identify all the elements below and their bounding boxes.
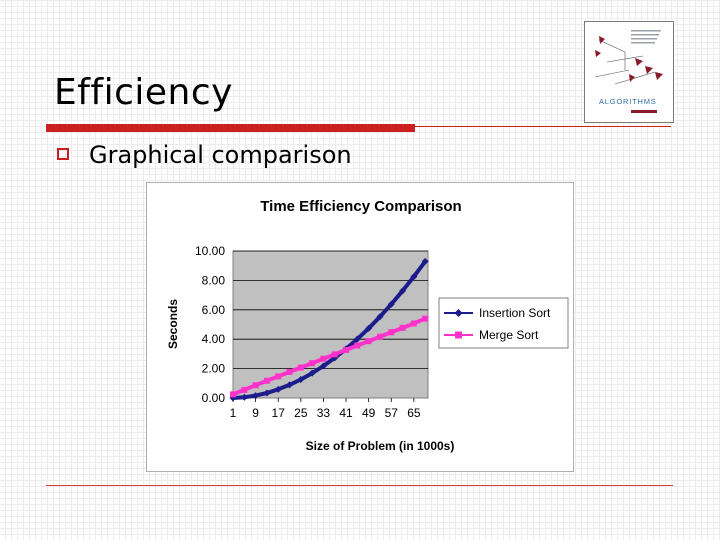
bottom-divider: [46, 485, 673, 486]
line-chart: Time Efficiency Comparison 0.00 2.00 4.00 6…: [166, 198, 569, 453]
series-merge-sort: [230, 315, 429, 398]
data-point: [331, 351, 338, 358]
data-point: [286, 368, 293, 375]
data-point: [308, 369, 316, 377]
data-point: [286, 381, 294, 389]
cover-shapes: [595, 36, 663, 82]
data-point: [309, 360, 316, 367]
y-tick-label: 6.00: [202, 303, 226, 317]
data-point: [252, 382, 259, 389]
data-point: [319, 362, 327, 370]
title-underline-thin: [415, 126, 671, 127]
x-tick-label: 65: [407, 406, 421, 420]
data-point: [263, 389, 271, 397]
title-underline-bar: [46, 124, 415, 132]
x-tick-label: 17: [272, 406, 286, 420]
legend-marker: [455, 331, 462, 339]
data-point: [230, 391, 236, 398]
x-tick-label: 33: [317, 406, 331, 420]
chart-frame: Time Efficiency Comparison 0.00 2.00 4.00 6…: [146, 182, 574, 472]
x-tick-label: 25: [294, 406, 308, 420]
bullet-text: Graphical comparison: [89, 141, 352, 169]
y-tick-label: 10.00: [195, 244, 225, 258]
x-tick-label: 9: [252, 406, 259, 420]
data-point: [353, 335, 361, 343]
data-point: [320, 355, 327, 362]
data-point: [421, 257, 429, 265]
data-point: [410, 320, 417, 327]
legend-entry: Merge Sort: [479, 328, 539, 342]
data-point: [399, 324, 406, 331]
data-point: [399, 287, 407, 295]
data-point: [297, 375, 305, 383]
chart-title: Time Efficiency Comparison: [260, 198, 461, 215]
slide-title: Efficiency: [54, 72, 233, 113]
y-tick-label: 0.00: [202, 391, 226, 405]
x-tick-label: 1: [230, 406, 237, 420]
data-point: [422, 315, 429, 322]
legend-box: [438, 297, 569, 349]
data-point: [387, 300, 395, 308]
y-tick-label: 4.00: [202, 332, 226, 346]
data-point: [263, 377, 270, 384]
data-point: [365, 324, 373, 332]
plot-area: [232, 250, 429, 399]
data-point: [240, 393, 248, 401]
legend-entry: Insertion Sort: [479, 306, 551, 320]
data-point: [274, 385, 282, 393]
legend-marker: [454, 309, 463, 317]
data-point: [410, 273, 418, 281]
data-point: [343, 346, 350, 353]
cover-title: ALGORITHMS: [599, 97, 657, 106]
data-point: [252, 392, 260, 400]
x-tick-label: 57: [385, 406, 399, 420]
x-axis-label: Size of Problem (in 1000s): [306, 439, 455, 453]
y-tick-label: 2.00: [202, 362, 226, 376]
bullet-square-icon: [57, 148, 69, 160]
data-point: [388, 329, 395, 336]
x-tick-label: 41: [339, 406, 353, 420]
legend: Insertion Sort Merge Sort: [438, 297, 569, 349]
data-point: [376, 333, 383, 340]
data-point: [365, 338, 372, 345]
book-cover-art: ALGORITHMS: [594, 30, 663, 113]
data-point: [275, 373, 282, 380]
y-axis-label: Seconds: [166, 299, 180, 349]
book-cover-image: ALGORITHMS: [584, 21, 674, 123]
data-point: [297, 364, 304, 371]
x-tick-label: 49: [362, 406, 376, 420]
data-point: [241, 386, 248, 393]
data-point: [354, 342, 361, 349]
y-tick-label: 8.00: [202, 273, 226, 287]
data-point: [376, 313, 384, 321]
